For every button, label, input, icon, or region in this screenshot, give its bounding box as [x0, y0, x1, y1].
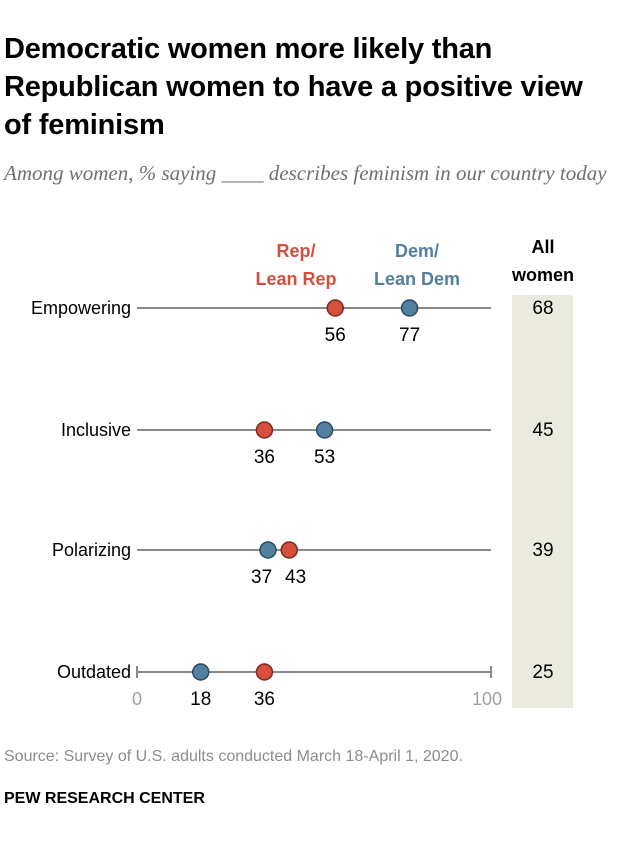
x-tick-label-min: 0	[132, 689, 142, 709]
dem-point	[315, 421, 334, 439]
x-tick-label-max: 100	[472, 689, 502, 709]
legend-label-rep: Lean Rep	[255, 269, 336, 289]
dem-value-label: 18	[190, 689, 211, 710]
all-women-value: 25	[532, 662, 553, 683]
category-label: Polarizing	[52, 540, 131, 560]
category-label: Empowering	[31, 298, 131, 318]
all-women-value: 45	[532, 420, 553, 441]
category-label: Outdated	[57, 662, 131, 682]
legend-label-all: All	[531, 237, 554, 257]
chart-title: Democratic women more likely than Republ…	[4, 33, 583, 141]
dem-point	[191, 663, 210, 681]
all-women-value: 68	[532, 298, 553, 319]
dem-value-label: 77	[399, 325, 420, 346]
legend-label-dem: Lean Dem	[374, 269, 460, 289]
all-women-column-background	[512, 295, 573, 708]
rep-value-label: 56	[325, 325, 346, 346]
dot-plot-chart: Rep/Lean Rep Dem/Lean Dem All women Empoweri…	[31, 237, 574, 710]
rep-value-label: 36	[254, 447, 275, 468]
rep-point	[255, 663, 274, 681]
dem-point	[259, 541, 277, 559]
chart-subtitle: Among women, % saying ____ describes fem…	[4, 161, 607, 185]
rep-value-label: 36	[254, 689, 275, 710]
category-label: Inclusive	[61, 420, 131, 440]
all-women-value: 39	[532, 540, 553, 561]
dem-value-label: 53	[314, 447, 335, 468]
legend-label-rep: Rep/	[276, 241, 315, 261]
legend-label-all: women	[511, 265, 574, 285]
legend-label-dem: Dem/	[395, 241, 439, 261]
rep-point	[280, 541, 298, 559]
rep-point	[326, 299, 344, 317]
dem-value-label: 37	[251, 567, 272, 588]
dem-point	[400, 299, 419, 317]
organization-name: PEW RESEARCH CENTER	[4, 790, 205, 807]
rep-point	[255, 421, 274, 439]
source-note: Source: Survey of U.S. adults conducted …	[4, 748, 463, 765]
rep-value-label: 43	[285, 567, 306, 588]
